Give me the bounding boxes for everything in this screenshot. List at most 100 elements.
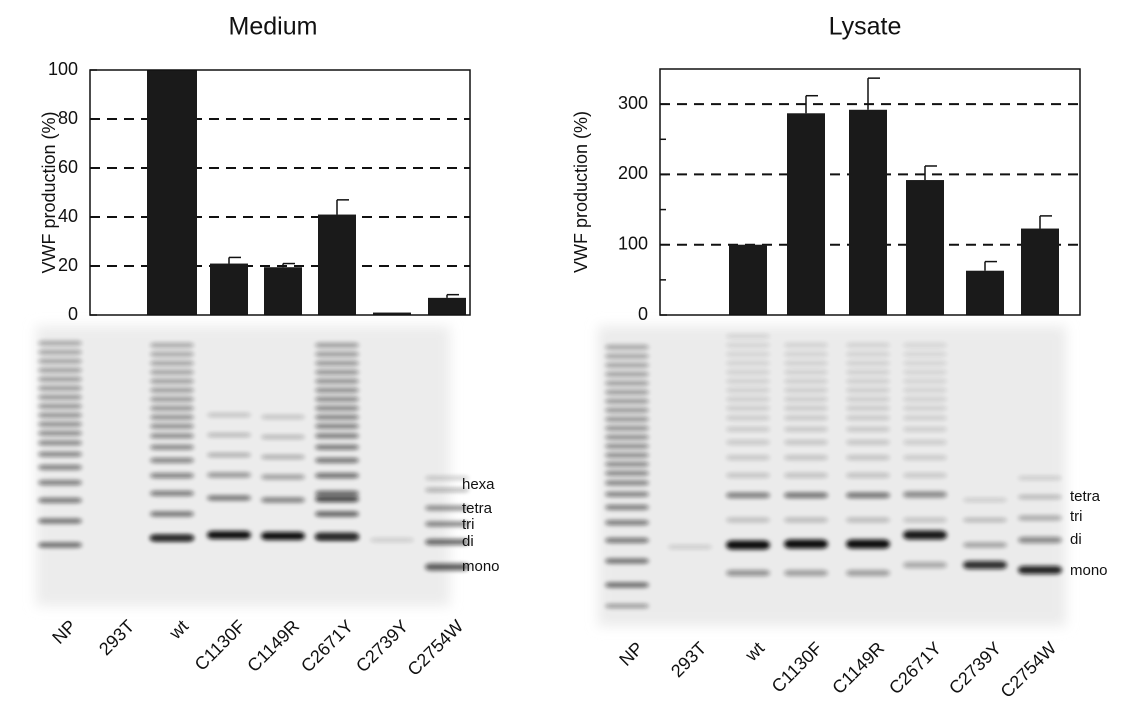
error-bar (282, 262, 295, 268)
gel-band (726, 492, 770, 498)
gel-band (38, 385, 82, 391)
gel-band (846, 351, 890, 357)
gel-band (38, 403, 82, 409)
gel-band (846, 378, 890, 384)
gel-band (605, 558, 649, 564)
gel-band (605, 407, 649, 413)
gel-band (261, 435, 305, 439)
chart-title: Medium (229, 13, 318, 41)
gel-band (726, 387, 770, 393)
band-label: di (1070, 531, 1082, 548)
gel-band (315, 414, 359, 420)
lane-label: C2739Y (945, 638, 1005, 698)
gel-band (150, 369, 194, 375)
gel-band (150, 414, 194, 420)
gel-band (38, 451, 82, 457)
gel-band (38, 412, 82, 418)
gel-band (38, 349, 82, 355)
gel-band (38, 394, 82, 400)
gel-band (668, 545, 712, 549)
gel-band (784, 492, 828, 498)
gel-band (846, 415, 890, 421)
plot-frame (659, 68, 1081, 316)
bar (1021, 228, 1059, 315)
gel-band (38, 542, 82, 548)
gel-band (726, 378, 770, 384)
lane-label: C2754W (404, 616, 468, 680)
gel-band (846, 342, 890, 348)
gel-band (726, 472, 770, 478)
gel-band (315, 405, 359, 411)
error-bar (867, 77, 880, 110)
gel-band (315, 369, 359, 375)
gel-band (903, 491, 947, 497)
gel-band (784, 426, 828, 432)
lane-label: C2671Y (297, 616, 357, 676)
gel-band (38, 440, 82, 446)
gel-band (963, 518, 1007, 522)
gel-band (315, 423, 359, 429)
gel-band (784, 342, 828, 348)
gel-band (726, 369, 770, 375)
bar (906, 180, 944, 315)
gel-band (315, 473, 359, 479)
gel-band (207, 433, 251, 437)
gel-band (963, 542, 1007, 548)
gel-band (38, 421, 82, 427)
error-bar (924, 165, 937, 181)
gel-band (846, 369, 890, 375)
error-bar (1039, 215, 1052, 229)
plot-frame (89, 69, 471, 316)
gel-band (784, 439, 828, 445)
lane-label: C2754W (997, 638, 1061, 702)
gel-band (726, 439, 770, 445)
gel-band (903, 472, 947, 478)
gel-band (261, 532, 305, 540)
bar (966, 270, 1004, 315)
gel-band (315, 387, 359, 393)
y-tick-label: 100 (48, 59, 78, 79)
gel-band (150, 405, 194, 411)
gel-band (726, 570, 770, 576)
gel-band (846, 439, 890, 445)
gel-band (903, 405, 947, 411)
gel-band (726, 396, 770, 402)
band-label: tri (462, 516, 475, 533)
y-axis-label: VWF production (%) (571, 111, 591, 273)
gel-band (784, 415, 828, 421)
gel-band (315, 360, 359, 366)
gel-band (726, 517, 770, 523)
gel-band (150, 387, 194, 393)
gel-band (207, 495, 251, 501)
gel-band (726, 540, 770, 550)
y-tick-label: 80 (58, 108, 78, 128)
gel-band (1018, 515, 1062, 521)
gel-band (1018, 537, 1062, 543)
gel-band (784, 517, 828, 523)
gel-band (784, 472, 828, 478)
gel-band (605, 480, 649, 486)
gel-band (784, 570, 828, 576)
gel-band (726, 405, 770, 411)
gel-band (605, 504, 649, 510)
gel-band (784, 360, 828, 366)
gel-band (903, 387, 947, 393)
gel-band (726, 333, 770, 339)
gel-band (903, 396, 947, 402)
gel-band (605, 362, 649, 368)
gel-band (846, 455, 890, 461)
y-tick-label: 60 (58, 157, 78, 177)
gel-band (38, 376, 82, 382)
gel-band (38, 480, 82, 486)
gel-band (903, 562, 947, 568)
gel-band (605, 443, 649, 449)
lane-label: 293T (667, 638, 710, 681)
gel-band (150, 433, 194, 439)
gel-band (903, 369, 947, 375)
lane-label: C2671Y (885, 638, 945, 698)
lane-label: C1149R (828, 638, 888, 698)
gel-band (903, 360, 947, 366)
gel-band (726, 426, 770, 432)
gel-band (150, 457, 194, 463)
gel-band (784, 387, 828, 393)
